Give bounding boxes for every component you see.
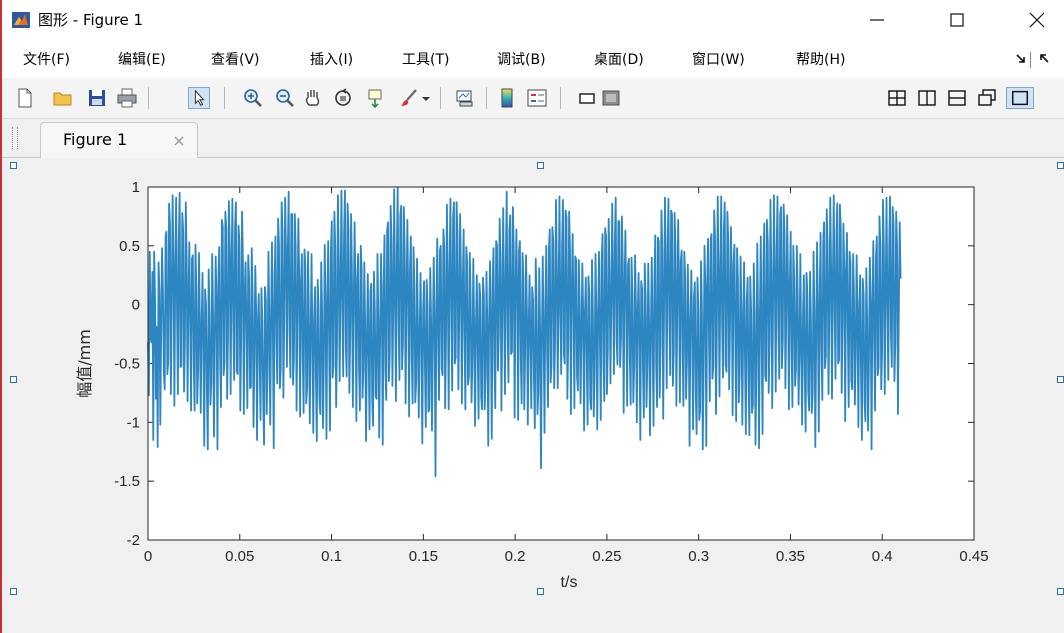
- toolbar-separator: [224, 87, 225, 109]
- title-bar[interactable]: 图形 - Figure 1: [2, 0, 1064, 40]
- y-tick-label: 0.5: [119, 238, 140, 255]
- y-tick-label: -1: [127, 414, 140, 431]
- x-tick-label: 0: [144, 548, 152, 565]
- toolbar-separator: [440, 87, 441, 109]
- figure-toolbar: [2, 78, 1064, 119]
- tab-strip-grip[interactable]: [12, 127, 18, 149]
- tile-columns-icon[interactable]: [916, 87, 938, 109]
- matlab-logo-icon: [12, 12, 30, 28]
- selection-handle[interactable]: [537, 588, 544, 595]
- rotate-3d-icon[interactable]: [332, 87, 354, 109]
- x-tick-label: 0.05: [225, 548, 254, 565]
- undock-arrow-icon[interactable]: [1038, 52, 1052, 66]
- link-plot-icon[interactable]: [454, 87, 476, 109]
- maximize-doc-icon[interactable]: [1006, 87, 1034, 109]
- y-tick-label: 0: [132, 297, 140, 314]
- tab-figure-1[interactable]: Figure 1: [40, 122, 198, 158]
- hide-plot-tools-icon[interactable]: [576, 87, 598, 109]
- menu-edit[interactable]: 编辑(E): [118, 52, 166, 68]
- window-title: 图形 - Figure 1: [38, 11, 144, 29]
- y-tick-label: -1.5: [114, 473, 140, 490]
- tab-close-icon[interactable]: [173, 135, 185, 147]
- x-tick-label: 0.3: [688, 548, 709, 565]
- maximize-icon[interactable]: [934, 6, 980, 34]
- chevron-down-icon[interactable]: [420, 87, 432, 109]
- print-icon[interactable]: [116, 87, 138, 109]
- x-tick-label: 0.2: [505, 548, 526, 565]
- figure-canvas[interactable]: 0 0.05 0.1 0.15 0.2 0.25 0.3 0.35 0.4 0.45 1 0.5 0-…: [2, 158, 1064, 633]
- window-left-edge: [0, 0, 2, 633]
- menu-desktop[interactable]: 桌面(D): [594, 52, 644, 68]
- open-icon[interactable]: [52, 87, 74, 109]
- selection-handle[interactable]: [10, 588, 17, 595]
- menu-separator: [1030, 52, 1031, 68]
- selection-handle[interactable]: [10, 376, 17, 383]
- menu-tools[interactable]: 工具(T): [402, 52, 450, 68]
- tile-grid-icon[interactable]: [886, 87, 908, 109]
- data-cursor-icon[interactable]: [366, 87, 388, 109]
- zoom-out-icon[interactable]: [274, 87, 296, 109]
- toolbar-separator: [560, 87, 561, 109]
- tab-label: Figure 1: [63, 130, 128, 149]
- close-icon[interactable]: [1014, 6, 1060, 34]
- brush-icon[interactable]: [398, 87, 420, 109]
- minimize-icon[interactable]: [854, 6, 900, 34]
- x-tick-label: 0.15: [409, 548, 438, 565]
- x-tick-label: 0.25: [592, 548, 621, 565]
- legend-icon[interactable]: [526, 87, 548, 109]
- series-line: [147, 187, 902, 478]
- y-tick-label: 1: [132, 179, 140, 196]
- menu-debug[interactable]: 调试(B): [497, 52, 546, 68]
- document-tab-strip: Figure 1: [2, 119, 1064, 158]
- menu-window[interactable]: 窗口(W): [692, 52, 745, 68]
- selection-handle[interactable]: [10, 162, 17, 169]
- menu-insert[interactable]: 插入(I): [310, 52, 354, 68]
- axes-frame: [147, 186, 975, 541]
- save-icon[interactable]: [86, 87, 108, 109]
- toolbar-separator: [486, 87, 487, 109]
- y-tick-label: -0.5: [114, 356, 140, 373]
- plot-axes[interactable]: 0 0.05 0.1 0.15 0.2 0.25 0.3 0.35 0.4 0.45 10.50-…: [2, 158, 1064, 633]
- toolbar-separator: [148, 87, 149, 109]
- x-tick-label: 0.1: [321, 548, 342, 565]
- x-tick-label: 0.45: [959, 548, 988, 565]
- menu-bar: 文件(F) 编辑(E) 查看(V) 插入(I) 工具(T) 调试(B) 桌面(D…: [2, 40, 1064, 78]
- dock-arrow-icon[interactable]: [1014, 52, 1028, 66]
- float-icon[interactable]: [976, 87, 998, 109]
- y-tick-label: -2: [127, 532, 140, 549]
- menu-view[interactable]: 查看(V): [211, 52, 260, 68]
- show-plot-tools-icon[interactable]: [600, 87, 622, 109]
- selection-handle[interactable]: [537, 162, 544, 169]
- pan-hand-icon[interactable]: [302, 87, 324, 109]
- x-axis-label: t/s: [561, 574, 578, 591]
- x-tick-label: 0.4: [872, 548, 893, 565]
- y-axis-label: 幅值/mm: [75, 329, 94, 398]
- tile-rows-icon[interactable]: [946, 87, 968, 109]
- edit-plot-arrow-icon[interactable]: [188, 87, 210, 109]
- x-tick-label: 0.35: [776, 548, 805, 565]
- menu-help[interactable]: 帮助(H): [796, 52, 846, 68]
- new-figure-icon[interactable]: [14, 87, 36, 109]
- zoom-in-icon[interactable]: [242, 87, 264, 109]
- colorbar-icon[interactable]: [496, 87, 518, 109]
- menu-file[interactable]: 文件(F): [23, 52, 70, 68]
